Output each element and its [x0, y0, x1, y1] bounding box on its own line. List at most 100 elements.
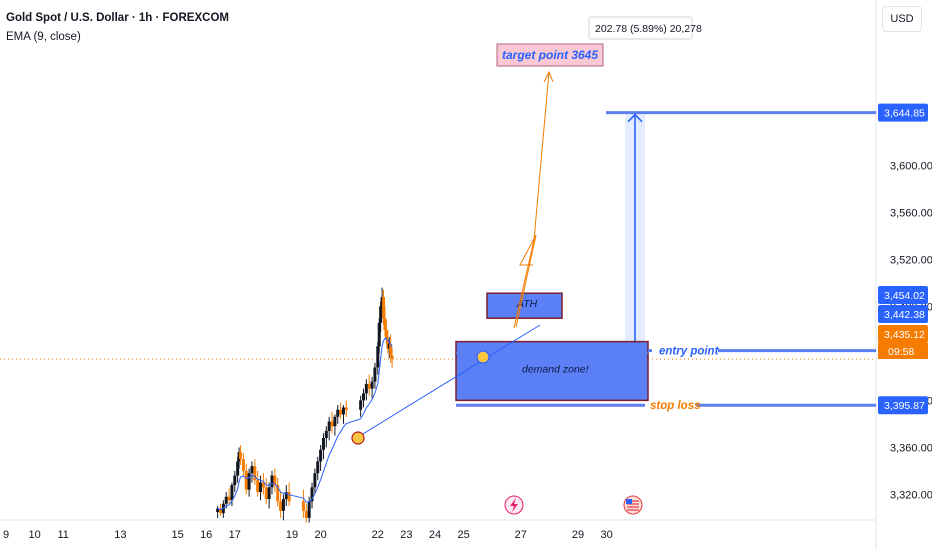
candle-body	[333, 416, 337, 427]
candle-body	[359, 400, 363, 410]
candle-body	[253, 466, 257, 481]
x-tick-label: 25	[457, 529, 469, 541]
y-tick-label: 3,520.00	[890, 254, 932, 266]
x-tick-label: 19	[286, 529, 298, 541]
price-label-text-high: 3,454.02	[884, 290, 925, 302]
candle-body	[336, 409, 340, 417]
candle-body	[287, 492, 291, 502]
x-tick-label: 20	[314, 529, 326, 541]
candle-body	[284, 492, 288, 500]
price-label-high	[878, 286, 928, 304]
x-tick-label: 16	[200, 529, 212, 541]
candle-body	[239, 452, 243, 460]
x-tick-label: 9	[3, 529, 9, 541]
symbol-title[interactable]: Gold Spot / U.S. Dollar · 1h · FOREXCOM	[6, 12, 229, 24]
y-tick-label: 3,600.00	[890, 160, 932, 172]
candle-body	[267, 487, 271, 500]
countdown-box	[878, 343, 928, 359]
price-label-last-price	[878, 325, 928, 343]
candle-body	[390, 355, 394, 360]
pivot-marker	[476, 350, 490, 364]
candle-body	[339, 409, 343, 415]
candle-body	[247, 473, 251, 490]
candle-body	[281, 499, 285, 511]
price-label-text-target: 3,644.85	[884, 108, 925, 120]
candle-body	[310, 487, 314, 502]
candle-body	[377, 322, 381, 347]
candle-body	[307, 501, 311, 518]
candle-body	[367, 383, 371, 389]
candle-body	[259, 482, 263, 493]
candle-body	[376, 346, 380, 368]
candle-body	[383, 318, 387, 330]
target-label: target point 3645	[502, 48, 598, 62]
projection-zigzag	[515, 234, 537, 328]
x-tick-label: 27	[515, 529, 527, 541]
candle-body	[230, 484, 234, 501]
candle-body	[301, 501, 305, 511]
us-flag-icon	[623, 495, 643, 515]
candle-body	[344, 407, 348, 410]
candle-body	[227, 496, 231, 501]
candle-body	[224, 496, 228, 504]
demand-zone-box	[455, 340, 649, 402]
candle-body	[341, 407, 345, 415]
candle-body	[382, 296, 386, 319]
candle-body	[261, 482, 265, 488]
candle-body	[273, 475, 277, 485]
candle-body	[304, 510, 308, 518]
candle-body	[316, 461, 320, 474]
target-label-box	[496, 43, 604, 67]
candle-body	[250, 466, 254, 474]
candle-body	[219, 508, 222, 514]
candle-body	[216, 508, 220, 512]
projection-arrowhead	[543, 70, 554, 83]
x-tick-label: 13	[114, 529, 126, 541]
countdown-text: 09:58	[888, 346, 914, 358]
candle-body	[313, 473, 317, 488]
ema-line	[217, 337, 393, 510]
candle-body	[244, 470, 248, 490]
y-tick-label: 3,320.00	[890, 489, 932, 501]
ath-box	[486, 292, 563, 319]
candle-body	[236, 461, 240, 476]
measure-tooltip-box	[588, 16, 693, 40]
candle-body	[370, 381, 374, 389]
projection-line	[513, 71, 550, 329]
demand-zone-label: demand zone!	[522, 364, 589, 376]
x-tick-label: 23	[400, 529, 412, 541]
price-label-entry	[878, 305, 928, 323]
x-tick-label: 24	[429, 529, 441, 541]
x-tick-label: 11	[57, 529, 68, 541]
price-label-text-entry: 3,442.38	[884, 309, 925, 321]
currency-button[interactable]: USD	[882, 6, 922, 32]
x-tick-label: 29	[572, 529, 584, 541]
candle-body	[327, 421, 331, 431]
candle-body	[364, 383, 368, 394]
candle-body	[330, 421, 334, 427]
candle-body	[270, 475, 274, 488]
indicator-legend-ema[interactable]: EMA (9, close)	[6, 31, 81, 43]
stop-loss-label: stop loss	[650, 400, 700, 412]
x-tick-label: 15	[171, 529, 183, 541]
candle-body	[256, 480, 260, 493]
price-label-stop	[878, 396, 928, 415]
candle-body	[276, 484, 280, 502]
x-tick-label: 10	[28, 529, 40, 541]
candle-body	[389, 343, 393, 356]
price-label-text-stop: 3,395.87	[884, 400, 925, 412]
candle-body	[279, 501, 283, 511]
candle-body	[386, 339, 390, 349]
candle-body	[233, 475, 237, 485]
y-tick-label: 3,560.00	[890, 207, 932, 219]
measure-tooltip: 202.78 (5.89%) 20,278	[595, 23, 702, 35]
candle-body	[373, 367, 377, 382]
x-tick-label: 17	[229, 529, 241, 541]
y-tick-label: 3,360.00	[890, 442, 932, 454]
candle-body	[362, 393, 365, 401]
candle-body	[319, 449, 323, 462]
measure-arrowhead	[627, 113, 643, 123]
candle-body	[384, 329, 388, 340]
